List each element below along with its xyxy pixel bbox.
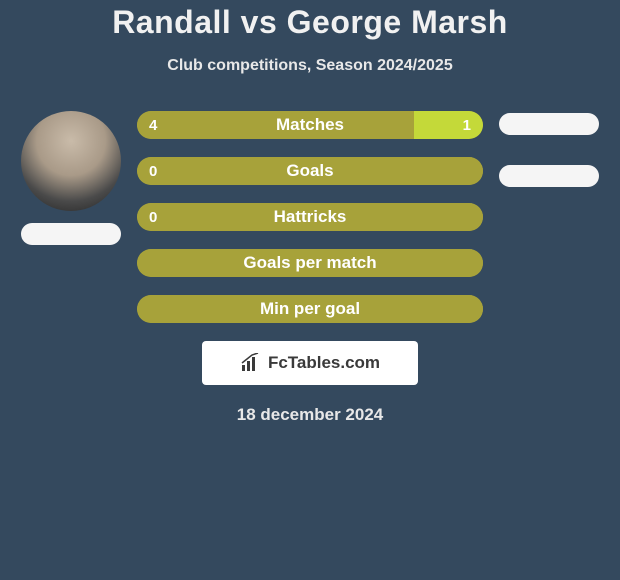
page-title: Randall vs George Marsh <box>0 4 620 41</box>
stat-bar-hattricks: 0 Hattricks <box>137 203 483 231</box>
subtitle: Club competitions, Season 2024/2025 <box>0 57 620 75</box>
stat-label: Goals per match <box>137 253 483 273</box>
player-right-name-pill-2 <box>499 165 599 187</box>
player-right-name-pill-1 <box>499 113 599 135</box>
stat-label: Min per goal <box>137 299 483 319</box>
stat-value-right: 1 <box>463 117 471 134</box>
main-row: 4 Matches 1 0 Goals 0 Hattricks <box>0 111 620 323</box>
player-right-column <box>493 111 605 187</box>
branding-text: FcTables.com <box>268 353 380 373</box>
branding-badge: FcTables.com <box>202 341 418 385</box>
stat-bar-goals: 0 Goals <box>137 157 483 185</box>
comparison-card: Randall vs George Marsh Club competition… <box>0 0 620 425</box>
player-left-name-pill <box>21 223 121 245</box>
stat-bar-min-per-goal: Min per goal <box>137 295 483 323</box>
stat-label: Matches <box>137 115 483 135</box>
stats-bars: 4 Matches 1 0 Goals 0 Hattricks <box>137 111 483 323</box>
chart-icon <box>240 353 262 373</box>
date-text: 18 december 2024 <box>0 405 620 425</box>
stat-bar-goals-per-match: Goals per match <box>137 249 483 277</box>
stat-label: Goals <box>137 161 483 181</box>
player-left-column <box>15 111 127 245</box>
player-left-avatar <box>21 111 121 211</box>
stat-label: Hattricks <box>137 207 483 227</box>
stat-bar-matches: 4 Matches 1 <box>137 111 483 139</box>
